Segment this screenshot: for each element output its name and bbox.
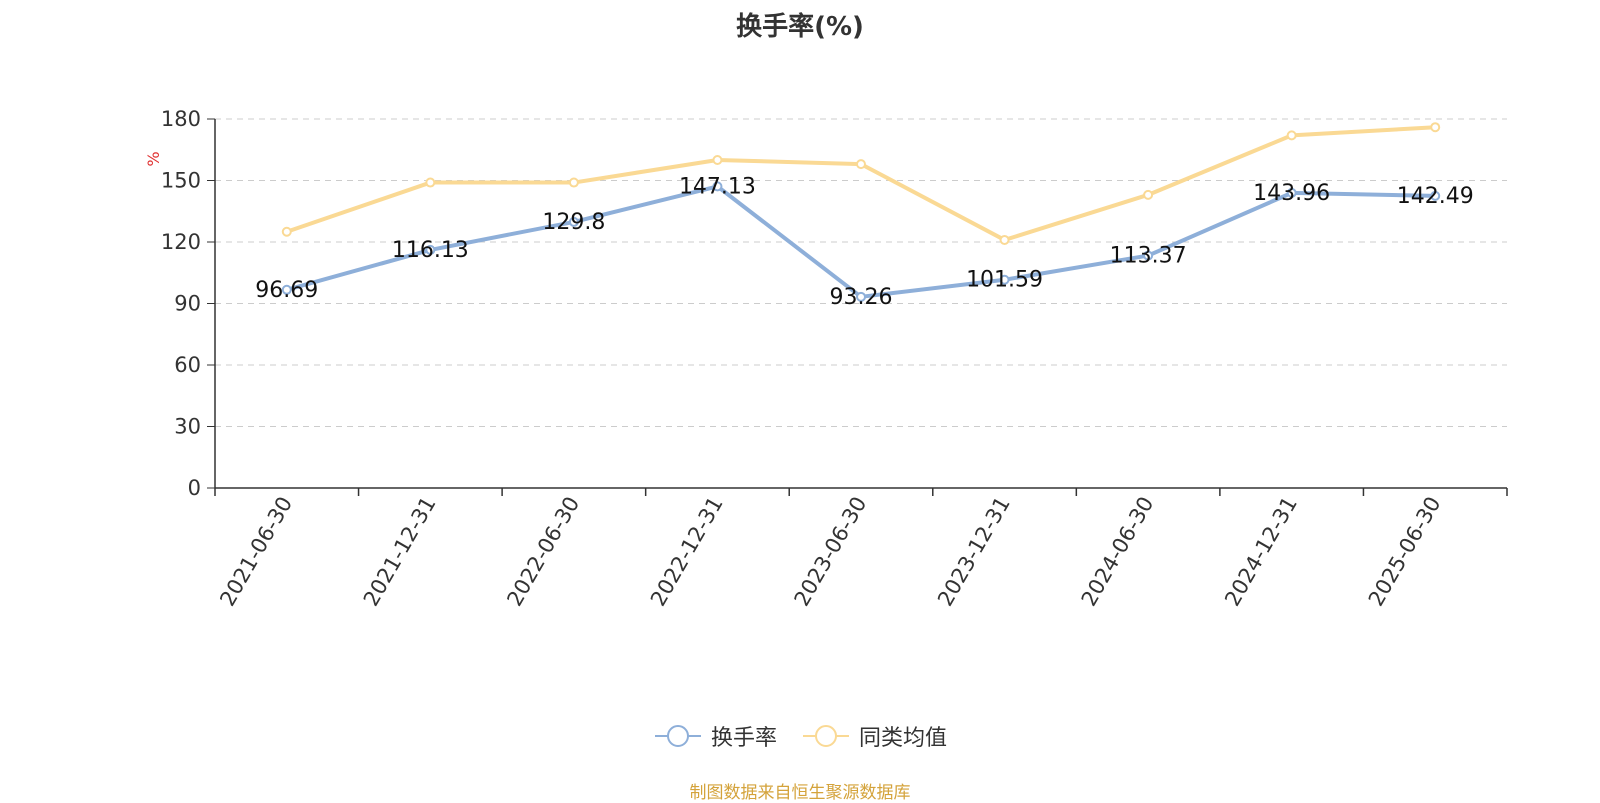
- data-point: [425, 177, 436, 188]
- x-tick-label: 2023-06-30: [790, 493, 872, 611]
- data-label: 116.13: [392, 238, 469, 263]
- x-tick-label: 2025-06-30: [1364, 493, 1446, 611]
- data-label: 147.13: [679, 174, 756, 199]
- y-axis-label: %: [144, 151, 163, 166]
- data-point: [712, 181, 723, 192]
- y-tick-label: 0: [188, 476, 201, 500]
- chart-title: 换手率(%): [736, 12, 864, 42]
- x-tick-label: 2021-06-30: [215, 493, 297, 611]
- data-point: [999, 274, 1010, 285]
- legend-item-series-0[interactable]: 换手率: [653, 720, 777, 752]
- legend-line-circle-icon: [803, 725, 849, 747]
- data-point: [425, 244, 436, 255]
- data-point: [856, 291, 866, 302]
- data-point: [1143, 250, 1154, 261]
- data-point: [1430, 190, 1441, 201]
- x-tick-label: 2023-12-31: [933, 493, 1015, 611]
- x-tick-label: 2024-06-30: [1077, 493, 1159, 611]
- x-tick-label: 2024-12-31: [1220, 493, 1302, 611]
- source-note: 制图数据来自恒生聚源数据库: [689, 783, 911, 803]
- data-label: 129.8: [542, 210, 605, 235]
- legend-label: 同类均值: [859, 726, 948, 751]
- legend-item-series-1[interactable]: 同类均值: [801, 720, 947, 752]
- data-label: 142.49: [1397, 184, 1474, 209]
- data-label: 93.26: [830, 285, 893, 310]
- data-point: [568, 216, 579, 227]
- y-tick-label: 60: [174, 353, 201, 377]
- data-point: [1143, 189, 1154, 200]
- legend-label: 换手率: [710, 726, 777, 751]
- x-tick-label: 2022-12-31: [646, 493, 728, 611]
- data-point: [568, 177, 579, 188]
- x-tick-label: 2022-06-30: [502, 493, 584, 611]
- data-point: [1286, 187, 1297, 198]
- y-tick-label: 90: [174, 292, 201, 316]
- x-tick-label: 2021-12-31: [359, 493, 441, 611]
- legend-line-circle-icon: [654, 725, 701, 747]
- data-label: 96.69: [255, 278, 318, 303]
- data-point: [1430, 122, 1441, 133]
- data-point: [281, 284, 292, 295]
- data-point: [712, 155, 723, 165]
- data-label: 143.96: [1253, 181, 1330, 206]
- data-point: [999, 234, 1010, 245]
- y-tick-label: 150: [161, 169, 201, 193]
- y-tick-label: 30: [174, 415, 201, 439]
- data-label: 101.59: [966, 268, 1043, 293]
- data-point: [281, 226, 292, 237]
- data-label: 113.37: [1110, 244, 1187, 269]
- y-tick-label: 120: [161, 230, 201, 254]
- legend: 换手率 同类均值: [0, 720, 1600, 752]
- data-point: [856, 159, 866, 170]
- y-tick-label: 180: [161, 107, 201, 131]
- data-point: [1286, 130, 1297, 141]
